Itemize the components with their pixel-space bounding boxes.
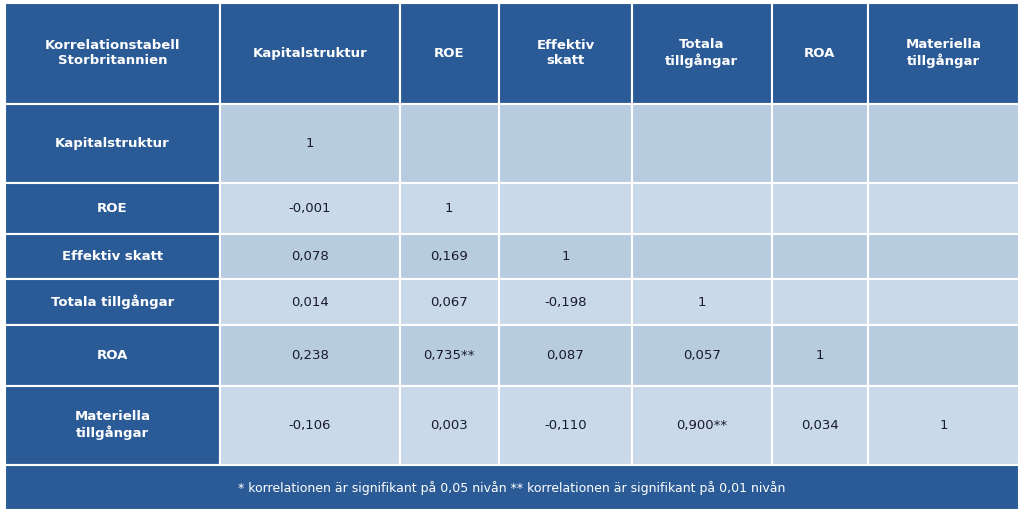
Text: 0,900**: 0,900** (676, 419, 727, 432)
Text: Totala tillgångar: Totala tillgångar (51, 295, 174, 309)
FancyBboxPatch shape (220, 104, 400, 183)
Text: 1: 1 (445, 202, 454, 215)
FancyBboxPatch shape (5, 465, 1019, 510)
FancyBboxPatch shape (220, 325, 400, 386)
Text: -0,106: -0,106 (289, 419, 331, 432)
FancyBboxPatch shape (5, 280, 220, 325)
Text: -0,001: -0,001 (289, 202, 331, 215)
Text: * korrelationen är signifikant på 0,05 nivån ** korrelationen är signifikant på : * korrelationen är signifikant på 0,05 n… (239, 481, 785, 495)
FancyBboxPatch shape (5, 104, 220, 183)
FancyBboxPatch shape (868, 183, 1019, 233)
FancyBboxPatch shape (771, 3, 868, 104)
FancyBboxPatch shape (220, 183, 400, 233)
FancyBboxPatch shape (5, 3, 220, 104)
FancyBboxPatch shape (220, 386, 400, 465)
FancyBboxPatch shape (400, 104, 499, 183)
FancyBboxPatch shape (771, 280, 868, 325)
FancyBboxPatch shape (771, 183, 868, 233)
Text: ROA: ROA (97, 349, 128, 362)
FancyBboxPatch shape (400, 3, 499, 104)
Text: Kapitalstruktur: Kapitalstruktur (55, 137, 170, 150)
Text: 0,067: 0,067 (430, 295, 468, 309)
FancyBboxPatch shape (220, 280, 400, 325)
FancyBboxPatch shape (400, 386, 499, 465)
FancyBboxPatch shape (499, 386, 632, 465)
Text: ROE: ROE (97, 202, 128, 215)
FancyBboxPatch shape (5, 325, 220, 386)
Text: 1: 1 (697, 295, 707, 309)
Text: 0,238: 0,238 (291, 349, 329, 362)
FancyBboxPatch shape (771, 233, 868, 280)
FancyBboxPatch shape (5, 183, 220, 233)
Text: Effektiv skatt: Effektiv skatt (62, 250, 163, 263)
FancyBboxPatch shape (632, 325, 771, 386)
FancyBboxPatch shape (868, 325, 1019, 386)
Text: 0,057: 0,057 (683, 349, 721, 362)
Text: 0,078: 0,078 (291, 250, 329, 263)
FancyBboxPatch shape (220, 3, 400, 104)
Text: Kapitalstruktur: Kapitalstruktur (253, 47, 368, 60)
Text: ROE: ROE (434, 47, 465, 60)
FancyBboxPatch shape (499, 280, 632, 325)
Text: 0,169: 0,169 (430, 250, 468, 263)
FancyBboxPatch shape (632, 183, 771, 233)
Text: ROA: ROA (804, 47, 836, 60)
FancyBboxPatch shape (632, 280, 771, 325)
Text: Materiella
tillgångar: Materiella tillgångar (75, 410, 151, 440)
FancyBboxPatch shape (632, 233, 771, 280)
FancyBboxPatch shape (400, 183, 499, 233)
FancyBboxPatch shape (220, 233, 400, 280)
Text: Totala
tillgångar: Totala tillgångar (666, 38, 738, 68)
Text: 0,034: 0,034 (801, 419, 839, 432)
FancyBboxPatch shape (632, 386, 771, 465)
FancyBboxPatch shape (499, 233, 632, 280)
FancyBboxPatch shape (868, 233, 1019, 280)
Text: 0,014: 0,014 (291, 295, 329, 309)
FancyBboxPatch shape (771, 325, 868, 386)
FancyBboxPatch shape (632, 104, 771, 183)
FancyBboxPatch shape (632, 3, 771, 104)
FancyBboxPatch shape (499, 325, 632, 386)
Text: 1: 1 (939, 419, 947, 432)
FancyBboxPatch shape (499, 183, 632, 233)
FancyBboxPatch shape (771, 104, 868, 183)
FancyBboxPatch shape (868, 3, 1019, 104)
Text: -0,198: -0,198 (544, 295, 587, 309)
FancyBboxPatch shape (499, 104, 632, 183)
Text: -0,110: -0,110 (544, 419, 587, 432)
Text: 0,735**: 0,735** (424, 349, 475, 362)
Text: 0,003: 0,003 (430, 419, 468, 432)
FancyBboxPatch shape (400, 325, 499, 386)
Text: 1: 1 (306, 137, 314, 150)
Text: 1: 1 (561, 250, 569, 263)
Text: 0,087: 0,087 (547, 349, 585, 362)
FancyBboxPatch shape (400, 280, 499, 325)
Text: 1: 1 (815, 349, 824, 362)
FancyBboxPatch shape (400, 233, 499, 280)
FancyBboxPatch shape (499, 3, 632, 104)
FancyBboxPatch shape (868, 104, 1019, 183)
Text: Materiella
tillgångar: Materiella tillgångar (905, 38, 981, 68)
FancyBboxPatch shape (5, 386, 220, 465)
FancyBboxPatch shape (771, 386, 868, 465)
Text: Korrelationstabell
Storbritannien: Korrelationstabell Storbritannien (45, 40, 180, 67)
FancyBboxPatch shape (868, 280, 1019, 325)
FancyBboxPatch shape (868, 386, 1019, 465)
FancyBboxPatch shape (5, 233, 220, 280)
Text: Effektiv
skatt: Effektiv skatt (537, 40, 595, 67)
